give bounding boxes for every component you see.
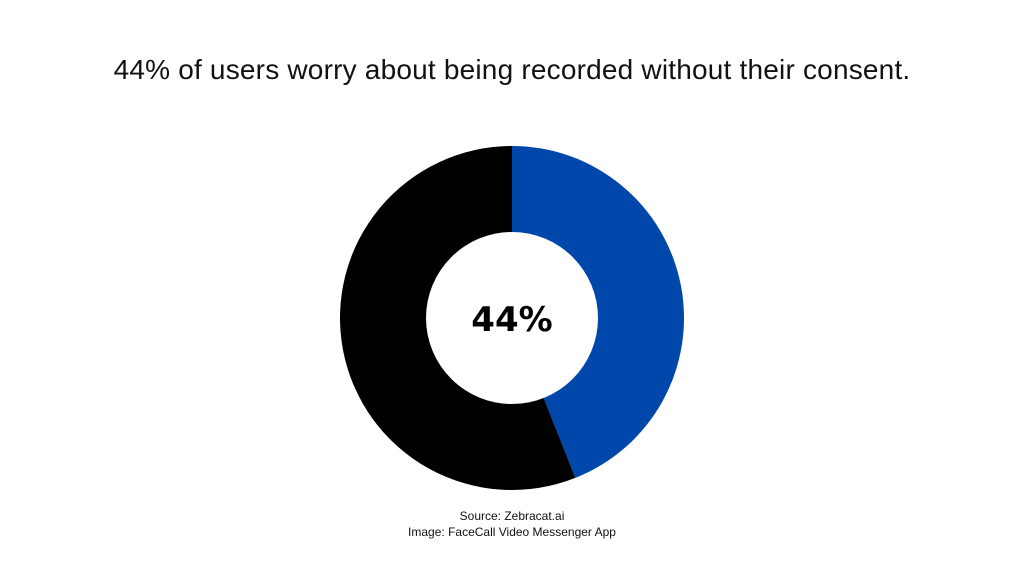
donut-chart: 44% <box>339 145 685 491</box>
source-credits: Source: Zebracat.ai Image: FaceCall Vide… <box>312 508 712 540</box>
donut-slice-0 <box>512 146 685 478</box>
chart-title: 44% of users worry about being recorded … <box>113 54 911 85</box>
donut-hole <box>426 232 598 404</box>
donut-chart-svg: 44% <box>340 146 685 490</box>
center-percentage-label: 44% <box>471 300 552 340</box>
source-line: Source: Zebracat.ai <box>459 509 565 523</box>
image-credit-line: Image: FaceCall Video Messenger App <box>408 525 616 539</box>
